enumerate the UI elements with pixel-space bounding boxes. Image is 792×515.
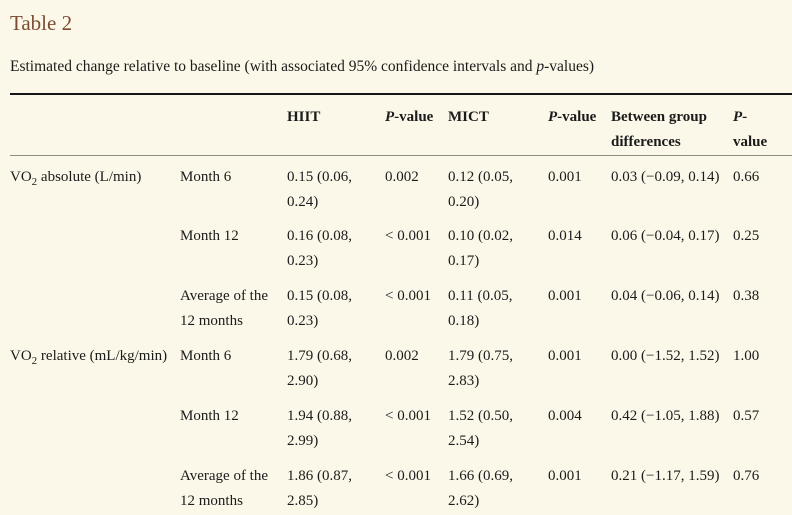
header-mict: MICT: [448, 94, 548, 156]
pvalue-rest: -value: [394, 109, 433, 125]
diff-pvalue-cell: 1.00: [733, 335, 792, 395]
group-label-text: VO: [10, 169, 32, 185]
hiit-value-cell: 0.16 (0.08, 0.23): [287, 215, 385, 275]
header-pvalue-mict: P-value: [548, 94, 611, 156]
group-label-text: absolute (L/min): [37, 169, 141, 185]
period-cell: Month 12: [180, 395, 287, 455]
mict-pvalue-cell: 0.001: [548, 335, 611, 395]
period-cell: Month 12: [180, 215, 287, 275]
header-empty-measure: [10, 94, 180, 156]
mict-value-cell: 0.10 (0.02, 0.17): [448, 215, 548, 275]
diff-pvalue-cell: 0.38: [733, 275, 792, 335]
group-label-text: VO: [10, 348, 32, 364]
header-pvalue-hiit: P-value: [385, 94, 448, 156]
diff-value-cell: 0.06 (−0.04, 0.17): [611, 215, 733, 275]
hiit-value-cell: 0.15 (0.06, 0.24): [287, 155, 385, 215]
group-label-vo2-absolute: VO2 absolute (L/min): [10, 155, 180, 335]
pvalue-p-italic: P: [385, 109, 394, 125]
header-between-group: Between group differences: [611, 94, 733, 156]
caption-text-before: Estimated change relative to baseline (w…: [10, 58, 536, 75]
header-pvalue-between: P-value: [733, 94, 792, 156]
header-row: HIIT P-value MICT P-value Between group …: [10, 94, 792, 156]
diff-value-cell: 0.03 (−0.09, 0.14): [611, 155, 733, 215]
hiit-pvalue-cell: < 0.001: [385, 455, 448, 515]
diff-value-cell: 0.42 (−1.05, 1.88): [611, 395, 733, 455]
hiit-pvalue-cell: < 0.001: [385, 215, 448, 275]
caption-text-after: -values): [544, 58, 594, 75]
mict-value-cell: 0.11 (0.05, 0.18): [448, 275, 548, 335]
diff-pvalue-cell: 0.25: [733, 215, 792, 275]
period-cell: Month 6: [180, 155, 287, 215]
period-cell: Average of the 12 months: [180, 275, 287, 335]
diff-value-cell: 0.21 (−1.17, 1.59): [611, 455, 733, 515]
mict-value-cell: 1.79 (0.75, 2.83): [448, 335, 548, 395]
diff-pvalue-cell: 0.66: [733, 155, 792, 215]
pvalue-p-italic: P: [733, 109, 742, 125]
group-label-text: relative (mL/kg/min): [37, 348, 167, 364]
diff-pvalue-cell: 0.76: [733, 455, 792, 515]
mict-value-cell: 0.12 (0.05, 0.20): [448, 155, 548, 215]
group-label-vo2-relative: VO2 relative (mL/kg/min): [10, 335, 180, 515]
mict-pvalue-cell: 0.001: [548, 155, 611, 215]
hiit-value-cell: 1.94 (0.88, 2.99): [287, 395, 385, 455]
mict-pvalue-cell: 0.001: [548, 455, 611, 515]
period-cell: Average of the 12 months: [180, 455, 287, 515]
mict-value-cell: 1.66 (0.69, 2.62): [448, 455, 548, 515]
table-title: Table 2: [10, 10, 792, 36]
hiit-value-cell: 0.15 (0.08, 0.23): [287, 275, 385, 335]
table-row: VO2 absolute (L/min) Month 6 0.15 (0.06,…: [10, 155, 792, 215]
hiit-value-cell: 1.79 (0.68, 2.90): [287, 335, 385, 395]
diff-value-cell: 0.00 (−1.52, 1.52): [611, 335, 733, 395]
table-caption: Estimated change relative to baseline (w…: [10, 57, 792, 77]
hiit-pvalue-cell: < 0.001: [385, 275, 448, 335]
mict-pvalue-cell: 0.014: [548, 215, 611, 275]
pvalue-rest: -value: [557, 109, 596, 125]
period-cell: Month 6: [180, 335, 287, 395]
hiit-pvalue-cell: 0.002: [385, 335, 448, 395]
pvalue-p-italic: P: [548, 109, 557, 125]
hiit-pvalue-cell: 0.002: [385, 155, 448, 215]
caption-p-italic: p: [536, 58, 544, 75]
mict-pvalue-cell: 0.004: [548, 395, 611, 455]
header-empty-period: [180, 94, 287, 156]
table-row: VO2 relative (mL/kg/min) Month 6 1.79 (0…: [10, 335, 792, 395]
diff-value-cell: 0.04 (−0.06, 0.14): [611, 275, 733, 335]
mict-pvalue-cell: 0.001: [548, 275, 611, 335]
results-table: HIIT P-value MICT P-value Between group …: [10, 93, 792, 515]
diff-pvalue-cell: 0.57: [733, 395, 792, 455]
mict-value-cell: 1.52 (0.50, 2.54): [448, 395, 548, 455]
header-hiit: HIIT: [287, 94, 385, 156]
hiit-value-cell: 1.86 (0.87, 2.85): [287, 455, 385, 515]
hiit-pvalue-cell: < 0.001: [385, 395, 448, 455]
